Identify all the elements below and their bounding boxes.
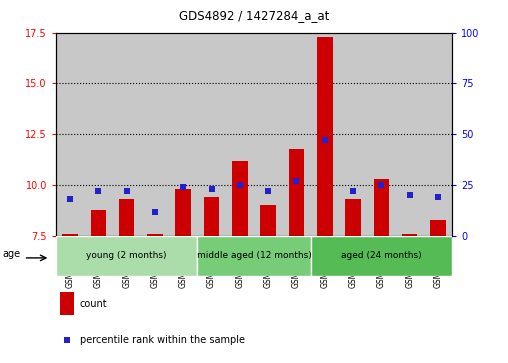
Bar — [60, 292, 74, 315]
Bar — [339, 33, 367, 236]
Bar — [367, 33, 396, 236]
Text: age: age — [3, 249, 21, 259]
Bar — [62, 234, 78, 236]
Bar — [226, 33, 254, 236]
Bar — [282, 33, 310, 236]
Bar — [56, 236, 198, 276]
Bar — [289, 148, 304, 236]
Bar — [90, 209, 106, 236]
Bar — [396, 33, 424, 236]
Bar — [56, 33, 84, 236]
Bar — [112, 33, 141, 236]
Bar — [198, 236, 310, 276]
Bar — [430, 220, 446, 236]
Text: young (2 months): young (2 months) — [86, 252, 167, 260]
Text: GDS4892 / 1427284_a_at: GDS4892 / 1427284_a_at — [179, 9, 329, 22]
Bar — [147, 234, 163, 236]
Bar — [424, 33, 452, 236]
Bar — [310, 33, 339, 236]
Text: count: count — [80, 299, 107, 309]
Bar — [345, 199, 361, 236]
Bar — [198, 33, 226, 236]
Text: middle aged (12 months): middle aged (12 months) — [197, 252, 311, 260]
Bar — [402, 234, 418, 236]
Bar — [141, 33, 169, 236]
Bar — [254, 33, 282, 236]
Bar — [175, 189, 191, 236]
Bar — [310, 236, 452, 276]
Text: percentile rank within the sample: percentile rank within the sample — [80, 335, 245, 345]
Bar — [261, 205, 276, 236]
Bar — [232, 161, 247, 236]
Bar — [204, 197, 219, 236]
Bar — [317, 37, 333, 236]
Bar — [84, 33, 112, 236]
Bar — [119, 199, 135, 236]
Bar — [169, 33, 198, 236]
Bar — [373, 179, 389, 236]
Text: aged (24 months): aged (24 months) — [341, 252, 422, 260]
